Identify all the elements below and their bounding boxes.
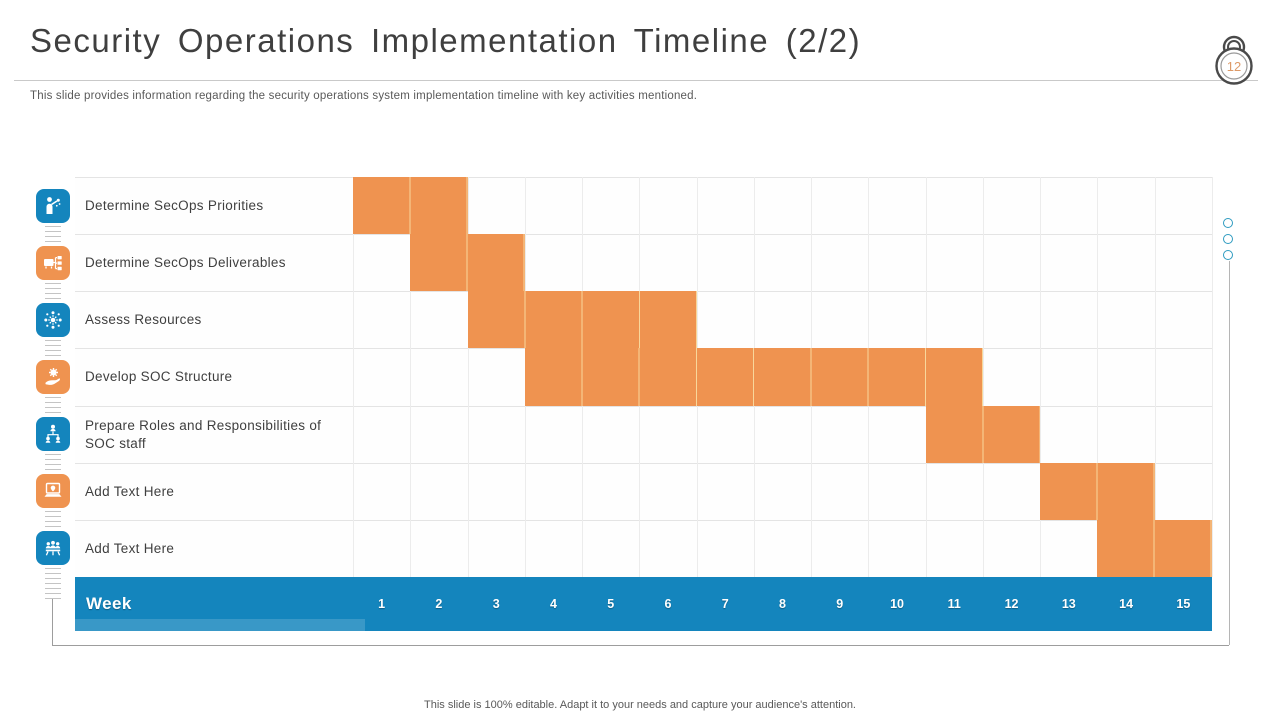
- dashed-connector: [45, 397, 61, 415]
- page-title: Security Operations Implementation Timel…: [30, 22, 862, 59]
- gridline: [467, 177, 469, 577]
- gantt-bar: [410, 234, 525, 292]
- week-number: 2: [435, 597, 443, 611]
- gridline: [1040, 177, 1042, 577]
- gridline: [982, 177, 984, 577]
- gridline: [1097, 177, 1099, 577]
- connector-line-left: [52, 599, 53, 645]
- task-label: Add Text Here: [85, 483, 175, 499]
- week-number: 4: [549, 597, 557, 611]
- task-row: Add Text Here: [75, 462, 1212, 520]
- week-number: 13: [1061, 597, 1076, 611]
- gridline: [1212, 177, 1213, 577]
- axis-line-bottom: [52, 645, 1229, 646]
- gridline: [1154, 177, 1156, 577]
- lock-icon: 12: [1210, 33, 1258, 87]
- task-row: Add Text Here: [75, 519, 1212, 577]
- dashed-connector: [45, 511, 61, 529]
- connector-line-right: [1229, 261, 1230, 645]
- task-label: Determine SecOps Deliverables: [85, 255, 286, 271]
- week-number: 12: [1004, 597, 1019, 611]
- gantt-bar: [353, 177, 468, 235]
- slide-number-badge: 12: [1226, 59, 1242, 74]
- gantt-bar: [925, 405, 1041, 463]
- week-number: 5: [607, 597, 615, 611]
- week-number: 14: [1119, 597, 1134, 611]
- connector-dot-icon: [1223, 250, 1233, 260]
- projector-flowchart-icon: [36, 245, 70, 280]
- week-number: 10: [890, 597, 904, 611]
- gantt-bar: [467, 291, 697, 349]
- week-number: 9: [836, 597, 844, 611]
- gridline: [353, 177, 354, 577]
- task-row: Prepare Roles and Responsibilities of SO…: [75, 405, 1212, 463]
- team-icon: [36, 531, 70, 566]
- dashed-connector: [45, 568, 61, 602]
- week-bar-highlight: [75, 619, 365, 631]
- task-label: Prepare Roles and Responsibilities of SO…: [85, 417, 322, 451]
- task-label: Assess Resources: [85, 312, 202, 328]
- slide-subtitle: This slide provides information regardin…: [30, 90, 698, 102]
- dashed-connector: [45, 225, 61, 243]
- dashed-connector: [45, 339, 61, 357]
- connector-dot-icon: [1223, 218, 1233, 228]
- week-number: 11: [947, 597, 961, 611]
- task-row: Determine SecOps Priorities: [75, 177, 1212, 235]
- gantt-bar: [524, 348, 983, 406]
- gantt-chart: Determine SecOps Priorities Determine Sec…: [75, 177, 1213, 631]
- hand-gear-icon: [36, 360, 70, 394]
- gear-network-icon: [36, 302, 70, 337]
- week-number: 7: [721, 597, 729, 611]
- lock-icon-graphic: [1215, 35, 1253, 85]
- presenter-icon: [36, 188, 70, 223]
- week-axis-title: Week: [86, 594, 132, 613]
- org-chart-icon: [36, 417, 70, 452]
- gantt-bar: [1097, 519, 1212, 577]
- connector-dot-icon: [1223, 234, 1233, 244]
- task-label: Add Text Here: [85, 540, 175, 556]
- task-label: Determine SecOps Priorities: [85, 197, 264, 213]
- week-number: 3: [492, 597, 500, 611]
- gantt-bar: [1040, 462, 1155, 520]
- week-header: Week 1 2 3 4 5 6 7 8 9 10 11 12 13 14 15: [75, 577, 1212, 631]
- footer-note: This slide is 100% editable. Adapt it to…: [424, 699, 856, 711]
- week-number: 6: [664, 597, 672, 611]
- week-number: 15: [1176, 597, 1191, 611]
- week-number: 1: [378, 597, 386, 611]
- laptop-pin-icon: [36, 474, 70, 509]
- task-label: Develop SOC Structure: [85, 369, 233, 385]
- task-row: Determine SecOps Deliverables: [75, 234, 1212, 292]
- dashed-connector: [45, 454, 61, 472]
- dashed-connector: [45, 282, 61, 300]
- title-divider: [14, 80, 1258, 81]
- week-number: 8: [779, 597, 786, 611]
- gridline: [410, 177, 412, 577]
- task-icon-rail: [0, 177, 75, 631]
